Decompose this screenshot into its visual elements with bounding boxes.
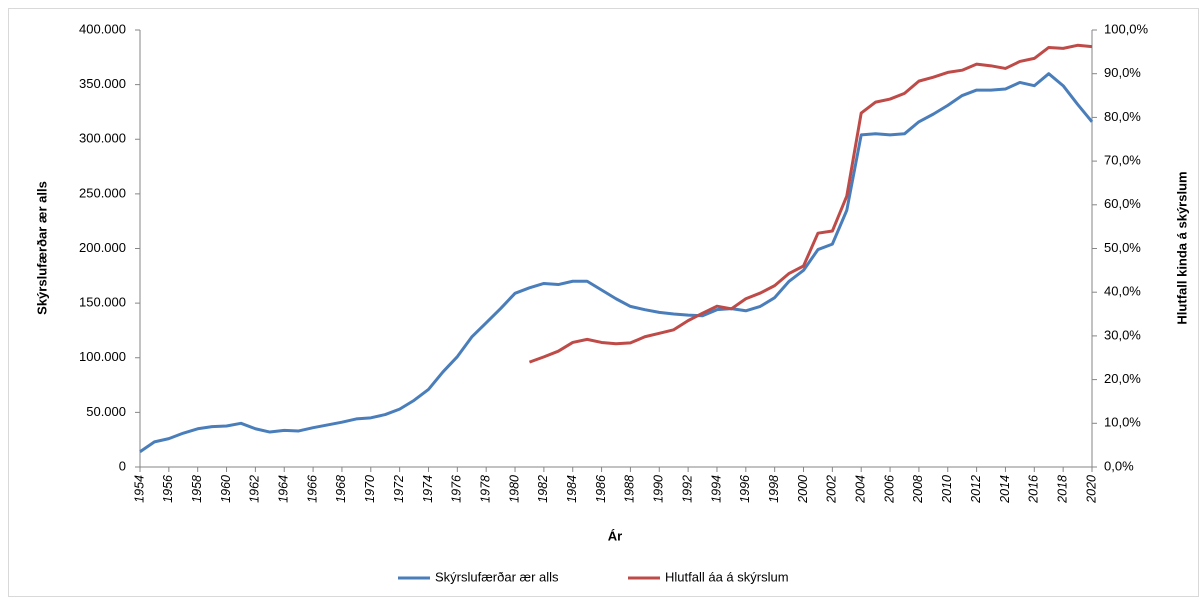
y2-tick-label: 80,0% <box>1104 109 1141 124</box>
x-tick-label: 1982 <box>536 475 550 503</box>
legend-label: Hlutfall áa á skýrslum <box>665 569 789 584</box>
y2-tick-label: 90,0% <box>1104 65 1141 80</box>
chart-frame <box>8 8 1199 597</box>
y-tick-label: 100.000 <box>79 349 126 364</box>
x-tick-label: 1994 <box>709 475 723 503</box>
x-tick-label: 1998 <box>767 475 781 503</box>
x-tick-label: 1962 <box>248 475 262 503</box>
x-tick-label: 1992 <box>680 475 694 503</box>
x-axis-title: Ár <box>608 528 622 543</box>
x-tick-label: 1956 <box>161 475 175 503</box>
series-line <box>528 43 1093 364</box>
x-tick-label: 2014 <box>998 475 1012 504</box>
x-tick-label: 1972 <box>392 475 406 503</box>
x-tick-label: 2020 <box>1084 475 1098 504</box>
x-tick-label: 1980 <box>507 475 521 503</box>
x-tick-label: 2016 <box>1027 475 1041 504</box>
y2-tick-label: 100,0% <box>1104 21 1149 36</box>
x-tick-label: 1976 <box>450 475 464 503</box>
y2-tick-label: 30,0% <box>1104 327 1141 342</box>
y2-tick-label: 40,0% <box>1104 284 1141 299</box>
y2-tick-label: 0,0% <box>1104 458 1134 473</box>
x-tick-label: 1988 <box>623 475 637 503</box>
y-axis-title: Skýrslufærðar ær alls <box>34 181 49 315</box>
x-tick-label: 1960 <box>219 475 233 503</box>
x-tick-label: 2018 <box>1055 475 1069 504</box>
x-tick-label: 1966 <box>305 475 319 503</box>
x-tick-label: 2002 <box>825 475 839 504</box>
y-tick-label: 0 <box>119 458 126 473</box>
y-tick-label: 250.000 <box>79 185 126 200</box>
x-tick-label: 2000 <box>796 475 810 504</box>
x-tick-label: 1958 <box>190 475 204 503</box>
y-tick-label: 50.000 <box>86 404 126 419</box>
x-tick-label: 1954 <box>132 475 146 503</box>
y2-axis-title: Hlutfall kinda á skýrslum <box>1174 171 1189 324</box>
y2-tick-label: 60,0% <box>1104 196 1141 211</box>
y-tick-label: 350.000 <box>79 76 126 91</box>
x-tick-label: 1974 <box>421 475 435 503</box>
x-tick-label: 1990 <box>652 475 666 503</box>
x-tick-label: 1978 <box>478 475 492 503</box>
x-tick-label: 1984 <box>565 475 579 503</box>
y-tick-label: 400.000 <box>79 21 126 36</box>
x-tick-label: 1986 <box>594 475 608 503</box>
x-tick-label: 2004 <box>854 475 868 504</box>
y2-tick-label: 10,0% <box>1104 415 1141 430</box>
x-tick-label: 1964 <box>277 475 291 503</box>
x-tick-label: 1968 <box>334 475 348 503</box>
y-tick-label: 300.000 <box>79 131 126 146</box>
y2-tick-label: 70,0% <box>1104 153 1141 168</box>
y2-tick-label: 20,0% <box>1104 371 1141 386</box>
x-tick-label: 2010 <box>940 475 954 504</box>
y-tick-label: 150.000 <box>79 295 126 310</box>
x-tick-label: 2012 <box>969 475 983 504</box>
x-tick-label: 1970 <box>363 475 377 503</box>
y2-tick-label: 50,0% <box>1104 240 1141 255</box>
x-tick-label: 2008 <box>911 475 925 504</box>
series-line <box>139 72 1094 453</box>
x-tick-label: 1996 <box>738 475 752 503</box>
legend-label: Skýrslufærðar ær alls <box>435 569 559 584</box>
x-tick-label: 2006 <box>882 475 896 504</box>
y-tick-label: 200.000 <box>79 240 126 255</box>
